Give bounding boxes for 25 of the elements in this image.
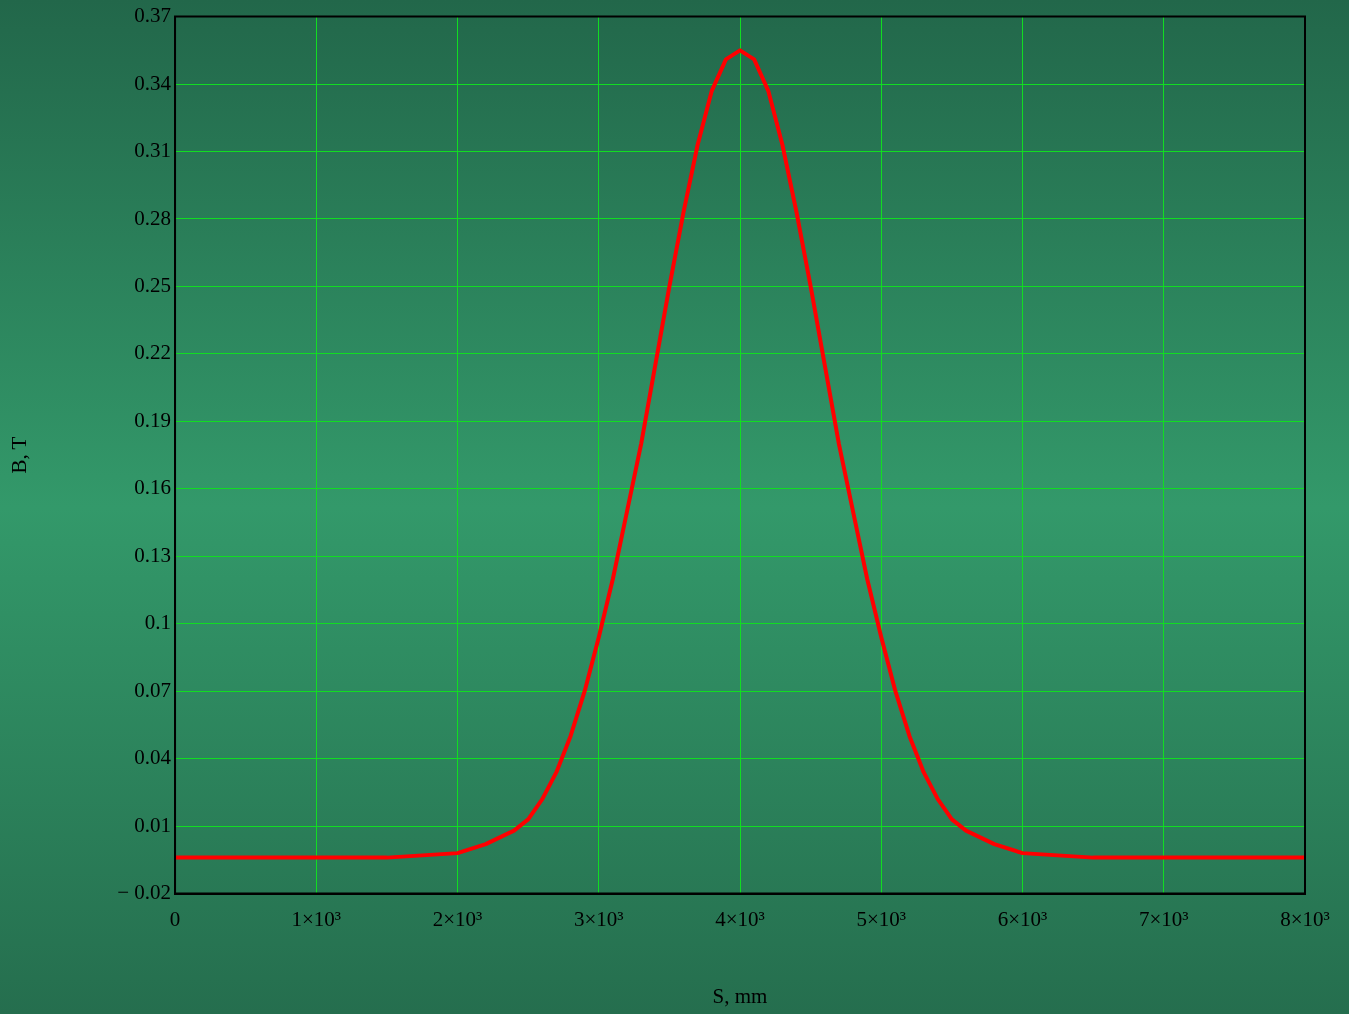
y-tick-label: 0.31	[134, 138, 172, 163]
y-tick-label: 0.28	[134, 205, 172, 230]
x-tick-label: 7×10³	[1138, 906, 1189, 931]
x-tick-label: 5×10³	[856, 906, 907, 931]
y-tick-label: 0.1	[144, 610, 172, 635]
y-tick-label: 0.07	[134, 677, 172, 702]
x-tick-label: 8×10³	[1280, 906, 1330, 931]
y-axis-title: B, T	[7, 436, 32, 474]
x-tick-label: 6×10³	[997, 906, 1048, 931]
y-tick-label: 0.22	[134, 340, 172, 365]
x-tick-label: 1×10³	[291, 906, 342, 931]
x-axis-title: S, mm	[712, 983, 768, 1008]
y-tick-label: 0.34	[134, 70, 172, 95]
y-tick-label: − 0.02	[117, 880, 172, 905]
y-tick-label: 0.37	[134, 3, 172, 28]
x-tick-label: 2×10³	[432, 906, 483, 931]
y-tick-label: 0.13	[134, 542, 172, 567]
y-tick-label: 0.04	[134, 745, 172, 770]
y-tick-label: 0.19	[134, 407, 172, 432]
x-tick-label: 4×10³	[715, 906, 765, 931]
y-tick-label: 0.16	[134, 475, 172, 500]
y-tick-label: 0.01	[134, 812, 172, 837]
y-tick-label: 0.25	[134, 272, 172, 297]
x-tick-label: 3×10³	[573, 906, 624, 931]
x-tick-label: 0	[169, 906, 181, 931]
